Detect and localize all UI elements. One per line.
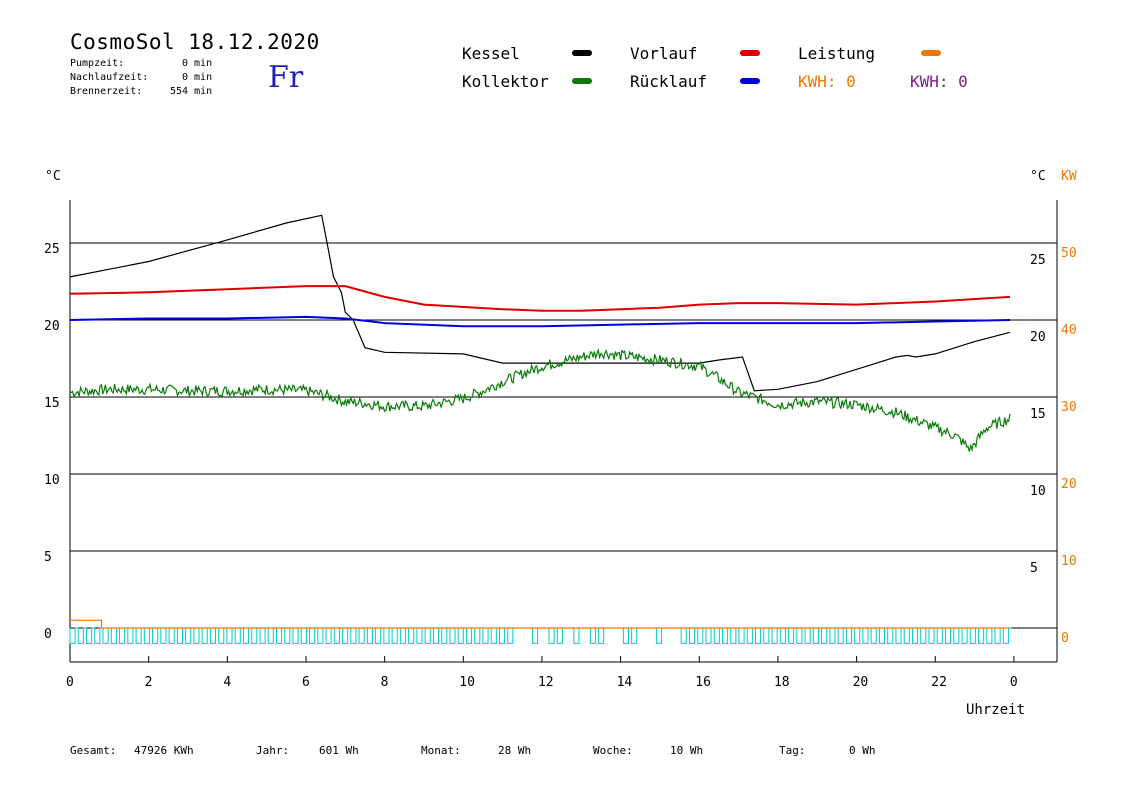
y-tick-right: 15 xyxy=(1030,407,1046,422)
legend-kollektor: Kollektor xyxy=(462,72,549,91)
weekday-label: Fr xyxy=(268,60,304,95)
series-line-leistung xyxy=(70,619,1010,629)
x-tick-label: 0 xyxy=(1010,675,1018,690)
y-tick-kw: 0 xyxy=(1061,631,1069,646)
x-tick-label: 16 xyxy=(695,675,711,690)
tag-label: Tag: xyxy=(779,744,806,757)
series-lines xyxy=(69,214,1011,629)
series-line-kollektor xyxy=(70,347,1011,453)
y-tick-right: 5 xyxy=(1030,561,1038,576)
monat-label: Monat: xyxy=(421,744,461,757)
y-tick-kw: 40 xyxy=(1061,323,1077,338)
y-left-unit: °C xyxy=(45,169,61,184)
legend-vorlauf-swatch xyxy=(740,50,760,56)
chart-title: CosmoSol 18.12.2020 xyxy=(70,30,320,54)
nachlaufzeit-value: 0 min xyxy=(182,72,213,83)
pumpzeit-label: Pumpzeit: xyxy=(70,58,125,69)
y-tick-left: 5 xyxy=(44,550,52,565)
x-tick-label: 8 xyxy=(381,675,389,690)
x-tick-label: 20 xyxy=(853,675,869,690)
grid-lines xyxy=(69,200,1058,663)
series-line-rcklauf xyxy=(69,315,1011,328)
y-tick-kw: 50 xyxy=(1061,246,1077,261)
y-tick-right: 25 xyxy=(1030,253,1046,268)
x-tick-label: 0 xyxy=(66,675,74,690)
gesamt-value: 47926 KWh xyxy=(134,744,194,757)
legend-kessel-swatch xyxy=(572,50,592,56)
x-tick-label: 18 xyxy=(774,675,790,690)
pump-signal xyxy=(69,627,1012,644)
y-tick-kw: 10 xyxy=(1061,554,1077,569)
legend-leistung: Leistung xyxy=(798,44,876,63)
pump-pulses xyxy=(69,627,1012,644)
y-tick-kw: 30 xyxy=(1061,400,1077,415)
nachlaufzeit-label: Nachlaufzeit: xyxy=(70,72,149,83)
legend-kollektor-swatch xyxy=(572,78,592,84)
tag-value: 0 Wh xyxy=(849,744,876,757)
y-tick-kw: 20 xyxy=(1061,477,1077,492)
y-tick-right: 20 xyxy=(1030,330,1046,345)
series-line-vorlauf xyxy=(69,285,1011,312)
x-tick-label: 6 xyxy=(302,675,310,690)
x-tick-label: 12 xyxy=(538,675,554,690)
jahr-label: Jahr: xyxy=(256,744,290,757)
jahr-value: 601 Wh xyxy=(319,744,359,757)
y-tick-left: 0 xyxy=(44,627,52,642)
kwh-orange: KWH: 0 xyxy=(798,72,856,91)
legend-ruecklauf-swatch xyxy=(740,78,760,84)
legend-vorlauf: Vorlauf xyxy=(630,44,698,63)
y-right-unit: °C xyxy=(1030,169,1046,184)
tick-labels: 25 25 50 20 20 40 15 15 30 10 10 20 5 5 10 0 0 0 2 4 6 8 10 12 1… xyxy=(44,242,1077,690)
monat-value: 28 Wh xyxy=(498,744,532,757)
woche-label: Woche: xyxy=(593,744,633,757)
x-tick-label: 10 xyxy=(459,675,475,690)
kwh-purple: KWH: 0 xyxy=(910,72,968,91)
x-tick-label: 4 xyxy=(223,675,231,690)
brennerzeit-value: 554 min xyxy=(170,86,213,97)
woche-value: 10 Wh xyxy=(670,744,704,757)
y-tick-right: 10 xyxy=(1030,484,1046,499)
x-axis-label: Uhrzeit xyxy=(966,702,1025,718)
x-tick-label: 14 xyxy=(617,675,633,690)
y-tick-left: 20 xyxy=(44,319,60,334)
y-right-kw-unit: KW xyxy=(1061,169,1077,184)
y-tick-left: 25 xyxy=(44,242,60,257)
legend-kessel: Kessel xyxy=(462,44,520,63)
y-tick-left: 15 xyxy=(44,396,60,411)
pumpzeit-value: 0 min xyxy=(182,58,213,69)
gesamt-label: Gesamt: xyxy=(70,744,117,757)
legend-leistung-swatch xyxy=(921,50,941,56)
series-line-kessel xyxy=(69,214,1011,392)
legend-ruecklauf: Rücklauf xyxy=(630,72,708,91)
x-tick-label: 22 xyxy=(931,675,947,690)
x-tick-label: 2 xyxy=(145,675,153,690)
brennerzeit-label: Brennerzeit: xyxy=(70,86,143,97)
y-tick-left: 10 xyxy=(44,473,60,488)
